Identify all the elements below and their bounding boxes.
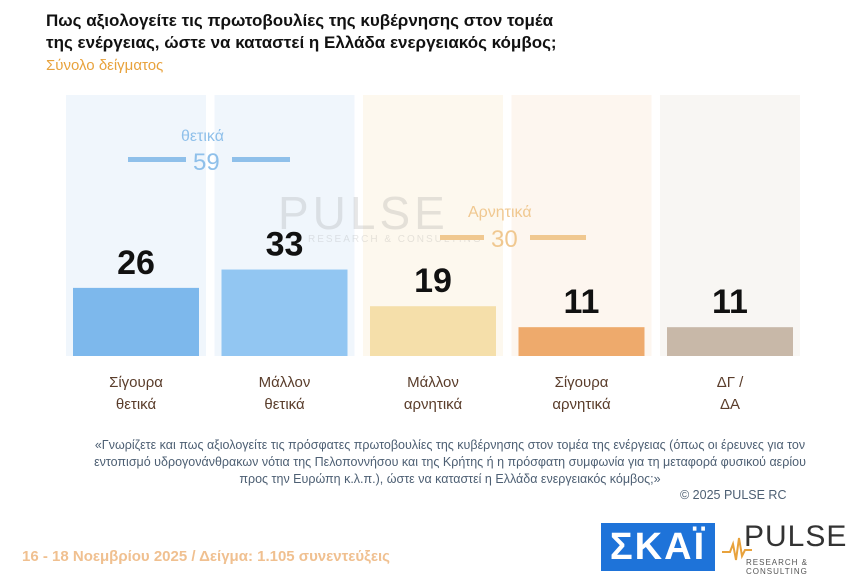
bar-value-label: 33 [266, 226, 304, 264]
skai-logo: ΣΚΑΪ [601, 523, 715, 571]
chart-subtitle: Σύνολο δείγματος [46, 57, 164, 74]
category-label-line: Σίγουρα [554, 374, 609, 391]
category-label-line: θετικά [115, 396, 157, 413]
pulse-watermark: PULSE RESEARCH & CONSULTING [278, 186, 483, 245]
pulse-logo-subtext: RESEARCH & CONSULTING [746, 558, 809, 576]
category-label: Σίγουρα αρνητικά [517, 372, 647, 416]
bar-value-label: 26 [117, 244, 155, 282]
positive-group-line-left [128, 157, 186, 162]
negative-group-label: Αρνητικά [468, 204, 532, 221]
column-background [511, 95, 652, 356]
pulse-logo-text: PULSE [744, 520, 848, 553]
category-label-line: αρνητικά [552, 396, 611, 413]
bar [370, 306, 496, 356]
bar-value-label: 11 [564, 283, 600, 321]
bar-value-label: 11 [712, 283, 748, 321]
column-background [660, 95, 800, 356]
bar-value-label: 19 [414, 262, 452, 300]
category-label-line: ΔΓ / [716, 374, 744, 391]
bar [518, 327, 645, 356]
title-line-2: της ενέργειας, ώστε να καταστεί η Ελλάδα… [46, 33, 557, 52]
category-label-line: αρνητικά [403, 396, 463, 413]
category-label: Σίγουρα θετικά [71, 372, 201, 416]
bar [73, 287, 199, 356]
watermark-subtext: RESEARCH & CONSULTING [308, 234, 483, 245]
bar [667, 327, 793, 356]
category-label: ΔΓ / ΔΑ [665, 372, 795, 416]
category-label-line: Μάλλον [407, 374, 459, 391]
positive-group-line-right [232, 157, 290, 162]
negative-group-line-right [530, 235, 586, 240]
survey-date-sample: 16 - 18 Νοεμβρίου 2025 / Δείγμα: 1.105 σ… [22, 548, 390, 565]
pulse-logo: PULSE RESEARCH & CONSULTING [722, 520, 862, 576]
negative-group-value: 30 [491, 226, 518, 253]
watermark-text: PULSE [278, 187, 449, 239]
chart-title: Πως αξιολογείτε τις πρωτοβουλίες της κυβ… [46, 10, 646, 54]
category-label-line: ΔΑ [719, 396, 741, 413]
category-label-line: θετικά [264, 396, 305, 413]
category-label-line: Σίγουρα [109, 374, 163, 391]
category-label-line: Μάλλον [258, 374, 311, 391]
category-label: Μάλλον αρνητικά [368, 372, 498, 416]
copyright-note: © 2025 PULSE RC [680, 488, 787, 502]
title-line-1: Πως αξιολογείτε τις πρωτοβουλίες της κυβ… [46, 11, 554, 30]
positive-group-value: 59 [193, 149, 220, 176]
bar [221, 269, 348, 356]
positive-group-label: θετικά [181, 128, 224, 145]
category-label: Μάλλον θετικά [220, 372, 350, 416]
pulse-wave-icon [722, 537, 752, 561]
question-footnote: «Γνωρίζετε και πως αξιολογείτε τις πρόσφ… [94, 438, 806, 486]
negative-group-line-left [440, 235, 484, 240]
